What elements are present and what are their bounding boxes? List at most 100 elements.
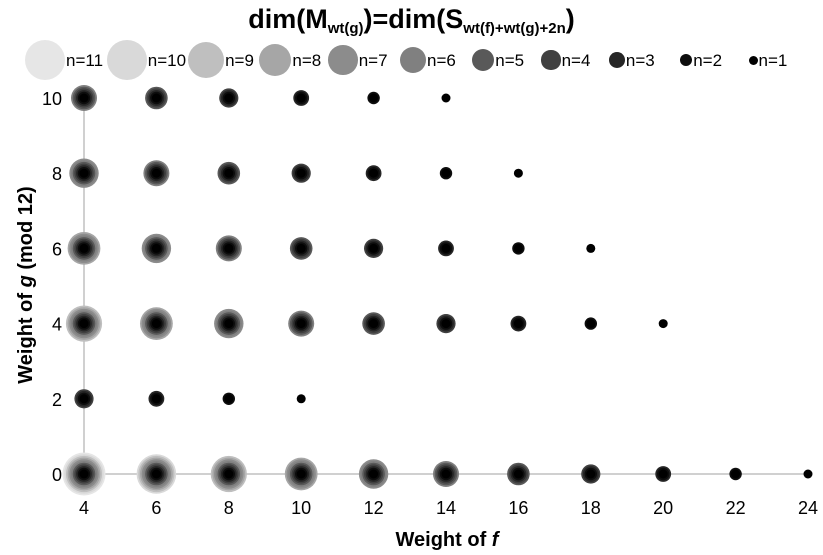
y-tick-label: 4 — [52, 315, 62, 335]
data-point — [586, 243, 596, 253]
marker-ring-n1 — [513, 469, 523, 479]
x-tick-label: 20 — [653, 498, 673, 518]
marker-ring-n1 — [296, 469, 306, 479]
marker-ring-n1 — [586, 469, 596, 479]
data-point — [439, 167, 453, 180]
marker-ring-n1 — [151, 168, 161, 178]
data-point — [441, 93, 451, 103]
legend-label: n=1 — [758, 51, 788, 70]
title-subscript: wt(f)+wt(g)+2n — [463, 20, 566, 37]
y-tick-label: 2 — [52, 390, 62, 410]
marker-ring-n1 — [658, 469, 668, 479]
marker-ring-n1 — [151, 394, 161, 404]
legend-label: n=5 — [495, 51, 525, 70]
data-point — [513, 168, 523, 178]
marker-ring-n1 — [224, 469, 234, 479]
data-point — [215, 235, 242, 262]
data-point — [217, 161, 241, 185]
x-axis-title: Weight of f — [396, 529, 501, 551]
x-tick-label: 10 — [291, 498, 311, 518]
data-point — [512, 242, 525, 255]
data-point — [367, 91, 380, 105]
legend-label: n=4 — [561, 51, 591, 70]
marker-ring-n1 — [296, 243, 306, 253]
data-point — [62, 452, 106, 496]
x-axis-title-main: Weight of — [396, 529, 492, 551]
data-point — [140, 307, 173, 340]
data-point — [803, 469, 813, 479]
data-point — [143, 160, 170, 187]
data-point — [296, 394, 306, 404]
x-tick-label: 12 — [364, 498, 384, 518]
title-part: )=dim(S — [363, 4, 464, 34]
legend-marker — [400, 47, 426, 73]
legend-marker — [107, 40, 147, 80]
marker-ring-n1 — [296, 93, 306, 103]
data-point — [291, 163, 311, 183]
marker-ring-n1 — [369, 168, 379, 178]
legend-label: n=9 — [225, 51, 254, 70]
marker-ring-n1 — [658, 319, 668, 329]
legend-marker — [187, 41, 225, 79]
data-point — [219, 88, 239, 108]
data-point — [65, 305, 103, 342]
title-part: dim(M — [248, 4, 328, 34]
marker-ring-n1 — [441, 319, 451, 329]
data-point — [510, 315, 527, 332]
x-axis-title-var: f — [492, 529, 501, 551]
data-point — [284, 457, 318, 491]
data-point — [222, 392, 235, 405]
data-point — [584, 317, 597, 330]
marker-ring-n1 — [79, 243, 89, 253]
marker-ring-n1 — [151, 93, 161, 103]
legend-marker — [541, 50, 561, 70]
data-point — [210, 455, 247, 493]
x-tick-label: 22 — [726, 498, 746, 518]
legend-marker — [748, 55, 758, 65]
data-point — [145, 86, 168, 110]
data-point — [365, 165, 382, 182]
x-tick-label: 4 — [79, 498, 89, 518]
marker-ring-n1 — [369, 319, 379, 329]
legend-marker — [679, 53, 693, 67]
data-point — [148, 390, 165, 407]
data-point — [364, 238, 384, 258]
data-point — [658, 319, 668, 329]
legend-marker — [258, 43, 292, 77]
legend-label: n=8 — [292, 51, 322, 70]
data-point — [214, 308, 244, 339]
data-point — [655, 466, 672, 482]
marker-ring-n1 — [296, 168, 306, 178]
marker-ring-n1 — [731, 469, 741, 479]
data-point — [358, 459, 389, 489]
marker-ring-n1 — [224, 93, 234, 103]
data-point — [136, 454, 177, 494]
marker-ring-n1 — [224, 319, 234, 329]
chart-legend: n=11 n=10 n=9 n=8 n=7 n=6 n=5 n=4 n=3 n=2 n=1 — [0, 40, 823, 84]
x-tick-label: 14 — [436, 498, 456, 518]
marker-ring-n1 — [151, 319, 161, 329]
marker-ring-n1 — [224, 243, 234, 253]
marker-ring-n1 — [79, 394, 89, 404]
marker-ring-n1 — [151, 243, 161, 253]
title-subscript: wt(g) — [327, 20, 364, 37]
legend-marker — [25, 40, 65, 80]
marker-ring-n1 — [441, 93, 451, 103]
legend-label: n=10 — [147, 51, 187, 70]
marker-ring-n1 — [441, 168, 451, 178]
legend-marker — [609, 52, 625, 68]
title-part: ) — [565, 4, 575, 34]
data-point — [729, 467, 742, 481]
y-tick-label: 0 — [52, 465, 62, 485]
marker-ring-n1 — [369, 93, 379, 103]
marker-ring-n1 — [513, 168, 523, 178]
y-axis-title-var: g — [15, 275, 37, 288]
marker-ring-n1 — [441, 469, 451, 479]
marker-ring-n1 — [369, 243, 379, 253]
legend-label: n=6 — [427, 51, 456, 70]
marker-ring-n1 — [296, 319, 306, 329]
data-point — [433, 461, 459, 487]
y-tick-label: 6 — [52, 239, 62, 259]
data-point — [438, 240, 454, 257]
